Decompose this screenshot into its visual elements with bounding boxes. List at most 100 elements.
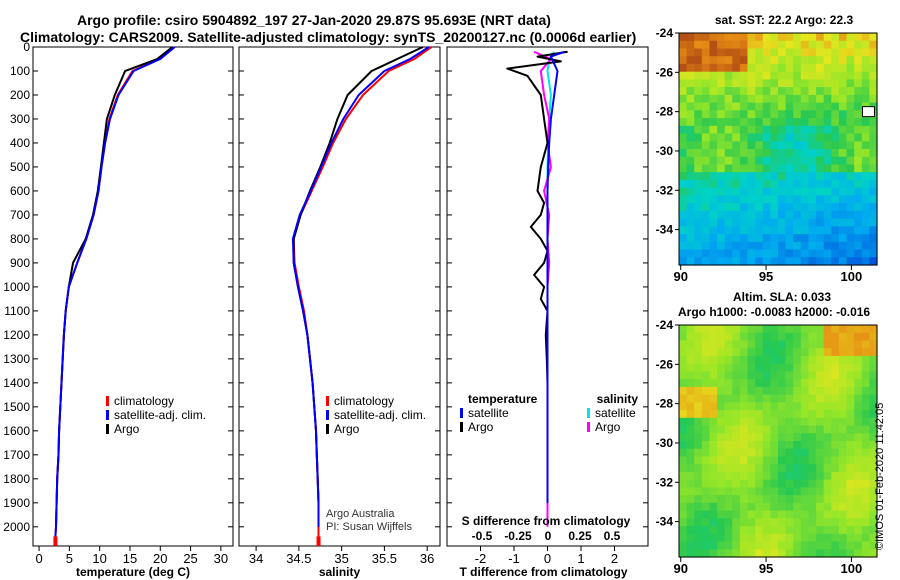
sst-map-cell xyxy=(823,257,832,266)
sla-map-cell xyxy=(816,371,825,380)
sst-map-cell xyxy=(686,179,695,189)
sst-map-cell xyxy=(846,172,855,181)
sst-map-cell xyxy=(854,63,863,73)
sla-map-cell xyxy=(739,394,749,403)
sst-map-cell xyxy=(785,156,794,165)
sst-map-cell xyxy=(823,71,832,80)
sla-map-cells xyxy=(679,325,878,558)
sla-map-cell xyxy=(793,448,802,457)
sla-map-cell xyxy=(717,332,726,341)
sla-map-xtick-label: 90 xyxy=(673,561,687,576)
sst-map-cell xyxy=(747,33,756,42)
sla-map-cell xyxy=(679,348,688,357)
sst-map-cell xyxy=(717,172,726,181)
sst-map-cell xyxy=(823,87,832,96)
sla-map-cell xyxy=(838,526,848,535)
sst-map-cell xyxy=(816,156,825,165)
difference-xtick-label: 2 xyxy=(611,551,618,566)
sst-map-cell xyxy=(739,48,749,57)
sla-map-cell xyxy=(800,510,809,519)
sla-map-cell xyxy=(816,441,825,450)
sla-map-cell xyxy=(701,441,710,450)
sla-map-cell xyxy=(755,417,764,427)
salinity-legend-title: salinity xyxy=(597,392,639,406)
sla-map-cell xyxy=(709,417,718,427)
sst-map-cell xyxy=(755,33,764,42)
sla-map-cell xyxy=(747,417,756,427)
sla-map-cell xyxy=(800,394,809,403)
sst-map-cell xyxy=(816,149,825,158)
sla-map-cell xyxy=(686,479,695,488)
sla-map-cell xyxy=(694,371,703,380)
sst-map-cell xyxy=(717,94,726,104)
sla-map-cell xyxy=(717,355,726,365)
sla-map-cell xyxy=(732,433,741,442)
sla-map-cell xyxy=(861,371,870,380)
sst-map-cell xyxy=(679,141,688,150)
sst-map-cell xyxy=(717,71,726,80)
sst-map-cell xyxy=(770,234,779,243)
sst-map-cell xyxy=(793,187,802,196)
sst-map-cell xyxy=(838,141,848,150)
temperature-xtick-label: 25 xyxy=(183,551,197,566)
sla-map-cell xyxy=(770,363,779,372)
sst-map-cell xyxy=(861,63,870,73)
sst-map-cell xyxy=(831,40,840,49)
sla-map-cell xyxy=(770,371,779,380)
sla-map-cell xyxy=(793,495,802,504)
sst-map-cell xyxy=(838,210,848,220)
sla-map-cell xyxy=(694,363,703,372)
sst-map-cell xyxy=(694,164,703,173)
sst-map-cell xyxy=(747,249,756,258)
sst-map-cell xyxy=(770,257,779,266)
sst-map-cell xyxy=(816,179,825,189)
sla-map-cell xyxy=(762,417,771,427)
sla-map-cell xyxy=(732,518,741,527)
sla-map-cell xyxy=(808,479,817,488)
sst-map-cell xyxy=(762,179,771,189)
sla-map-cell xyxy=(785,541,794,550)
sst-map-cell xyxy=(846,249,855,258)
climatology-bottom-marker xyxy=(53,536,58,546)
sla-map-cell xyxy=(778,510,787,519)
sst-map-cell xyxy=(869,63,878,73)
sla-map-cell xyxy=(770,379,779,388)
sla-map-cell xyxy=(846,495,855,504)
sst-map-cell xyxy=(838,226,848,235)
sla-map-cell xyxy=(724,456,733,465)
sst-map-cell xyxy=(755,226,764,235)
sst-map-cell xyxy=(846,87,855,96)
sst-map-cell xyxy=(854,133,863,142)
salinity-legend-label: climatology xyxy=(334,394,394,408)
sla-map-cell xyxy=(823,526,832,535)
sla-map-cell xyxy=(724,549,733,558)
salinity-climatology-bottom-marker xyxy=(316,536,321,546)
sla-map-cell xyxy=(869,363,878,372)
sla-map-cell xyxy=(816,456,825,465)
sst-map-cell xyxy=(823,133,832,142)
sla-map-cell xyxy=(717,518,726,527)
sst-map-cell xyxy=(869,71,878,80)
sst-map-cell xyxy=(762,257,771,266)
sst-map-cell xyxy=(800,172,809,181)
sst-map-cell xyxy=(861,249,870,258)
sst-map-cell xyxy=(770,87,779,96)
sla-map-cell xyxy=(869,417,878,427)
sst-map-cell xyxy=(854,241,863,251)
sla-map-cell xyxy=(770,533,779,543)
sla-map-cell xyxy=(808,355,817,365)
sla-map-cell xyxy=(831,425,840,434)
sla-map-cell xyxy=(846,340,855,349)
sst-map-cell xyxy=(724,33,733,42)
sst-map-cell xyxy=(808,249,817,258)
sst-map-cell xyxy=(778,56,787,65)
sst-map-cell xyxy=(800,102,809,111)
sst-map-cell xyxy=(854,79,863,88)
sla-map-cell xyxy=(869,425,878,434)
sla-map-ytick-label: -32 xyxy=(656,475,674,489)
sst-map-cell xyxy=(732,195,741,204)
sla-map-cell xyxy=(854,510,863,519)
sst-map-cell xyxy=(679,179,688,189)
sla-map-cell xyxy=(846,549,855,558)
sst-map-cell xyxy=(755,241,764,251)
